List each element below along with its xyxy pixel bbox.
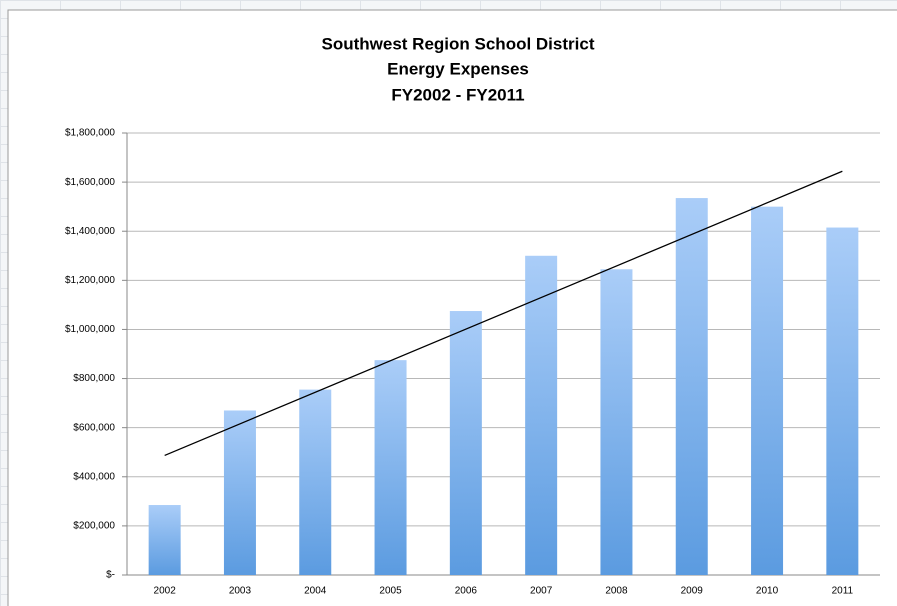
x-tick-label: 2010 [756,586,779,597]
y-tick-label: $1,000,000 [65,324,115,335]
y-tick-label: $400,000 [73,471,115,482]
bar [374,360,407,575]
x-tick-label: 2007 [530,586,553,597]
bar [525,255,558,575]
y-tick-label: $1,400,000 [65,226,115,237]
y-tick-label: $1,600,000 [65,177,115,188]
chart-title: Energy Expenses [387,59,529,78]
x-tick-label: 2003 [229,586,252,597]
y-tick-label: $800,000 [73,373,115,384]
x-tick-label: 2006 [455,586,478,597]
trendline [164,170,843,457]
bar [148,505,181,575]
y-tick-label: $600,000 [73,422,115,433]
x-tick-label: 2005 [379,586,402,597]
bar [600,269,633,575]
bar [299,389,332,575]
y-tick-label: $1,800,000 [65,128,115,139]
y-tick-label: $1,200,000 [65,275,115,286]
x-tick-label: 2011 [832,586,854,597]
x-tick-label: 2008 [605,586,628,597]
bar [751,206,784,575]
x-tick-label: 2009 [681,586,704,597]
x-tick-label: 2004 [304,586,327,597]
bar [826,227,859,576]
bar [675,198,708,576]
chart-title: Southwest Region School District [322,34,595,53]
bar [223,410,256,575]
chart-title: FY2002 - FY2011 [391,85,524,104]
y-tick-label: $200,000 [73,521,115,532]
y-tick-label: $- [106,570,115,581]
x-tick-label: 2002 [154,586,177,597]
bar [449,311,482,575]
